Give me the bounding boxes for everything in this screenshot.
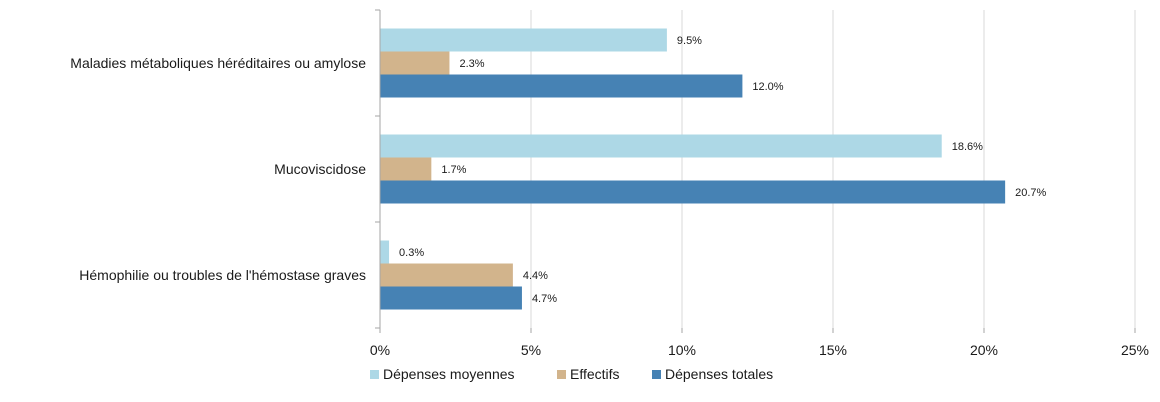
bar xyxy=(380,180,1006,204)
data-label: 9.5% xyxy=(677,35,702,47)
bar xyxy=(380,263,513,287)
data-label: 0.3% xyxy=(399,247,424,259)
data-label: 4.4% xyxy=(523,270,548,282)
bar xyxy=(380,74,743,98)
legend-label: Dépenses moyennes xyxy=(383,366,515,382)
legend-label: Effectifs xyxy=(570,366,620,382)
category-label: Maladies métaboliques héréditaires ou am… xyxy=(70,55,366,71)
x-tick-label: 10% xyxy=(668,342,696,358)
x-tick-label: 0% xyxy=(370,342,390,358)
data-label: 1.7% xyxy=(441,164,466,176)
x-tick-label: 5% xyxy=(521,342,541,358)
x-tick-label: 20% xyxy=(970,342,998,358)
bars xyxy=(380,28,1006,310)
x-tick-label: 15% xyxy=(819,342,847,358)
bar xyxy=(380,51,450,75)
legend-swatch xyxy=(557,370,566,379)
data-label: 4.7% xyxy=(532,293,557,305)
legend-label: Dépenses totales xyxy=(665,366,773,382)
bar xyxy=(380,157,432,181)
bar xyxy=(380,134,942,158)
data-labels: 9.5% 2.3% 12.0% 18.6% 1.7% 20.7% 0.3% 4.4% 4.7% xyxy=(399,35,1046,305)
category-label: Hémophilie ou troubles de l'hémostase gr… xyxy=(79,267,366,283)
bar xyxy=(380,286,522,310)
legend-swatch xyxy=(370,370,379,379)
bar xyxy=(380,28,667,52)
legend-swatch xyxy=(652,370,661,379)
gridlines xyxy=(530,10,1136,328)
data-label: 2.3% xyxy=(459,58,484,70)
x-tick-label: 25% xyxy=(1121,342,1149,358)
data-label: 18.6% xyxy=(952,141,983,153)
category-label: Mucoviscidose xyxy=(274,161,366,177)
bar xyxy=(380,240,390,264)
axes: 0% 5% 10% 15% 20% 25% Maladies métaboliques hé… xyxy=(70,9,1149,358)
data-label: 12.0% xyxy=(752,81,783,93)
legend: Dépenses moyennes Effectifs Dépenses total… xyxy=(370,366,773,382)
data-label: 20.7% xyxy=(1015,187,1046,199)
